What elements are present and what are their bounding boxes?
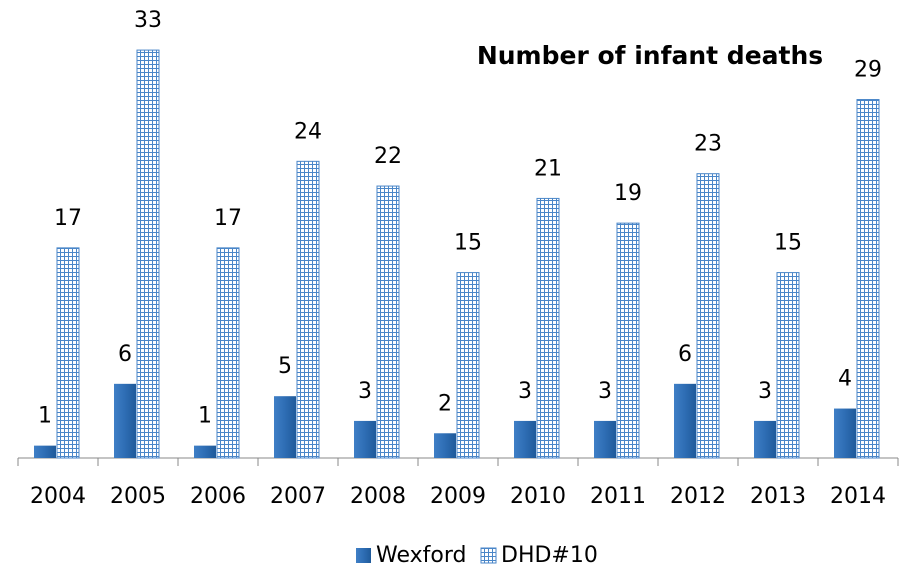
bar <box>536 197 560 459</box>
legend-swatch <box>480 547 497 564</box>
data-label: 1 <box>38 404 52 429</box>
data-label: 19 <box>614 181 642 206</box>
bar <box>674 383 696 458</box>
bar <box>194 445 216 458</box>
bar <box>136 49 160 459</box>
legend-swatch <box>356 548 371 563</box>
bar <box>514 420 536 458</box>
bar <box>856 99 880 459</box>
data-label: 15 <box>774 231 802 256</box>
x-tick-label: 2013 <box>750 484 806 509</box>
data-label: 33 <box>134 8 162 33</box>
data-label: 6 <box>118 342 132 367</box>
bar <box>456 272 480 459</box>
data-label: 2 <box>438 391 452 416</box>
chart-title: Number of infant deaths <box>477 41 823 70</box>
bar <box>216 247 240 459</box>
bar <box>594 420 616 458</box>
bar <box>114 383 136 458</box>
data-label: 21 <box>534 156 562 181</box>
bar <box>56 247 80 459</box>
bar <box>616 222 640 459</box>
x-tick-label: 2004 <box>30 484 86 509</box>
x-tick-label: 2008 <box>350 484 406 509</box>
data-label: 23 <box>694 132 722 157</box>
bar <box>376 185 400 459</box>
x-tick-label: 2009 <box>430 484 486 509</box>
legend-label: DHD#10 <box>501 543 598 568</box>
data-label: 5 <box>278 354 292 379</box>
data-label: 24 <box>294 119 322 144</box>
x-tick-label: 2014 <box>830 484 886 509</box>
x-tick-label: 2006 <box>190 484 246 509</box>
bar <box>274 396 296 458</box>
x-tick-label: 2010 <box>510 484 566 509</box>
bar <box>354 420 376 458</box>
bar <box>434 433 456 458</box>
bar <box>296 160 320 459</box>
data-label: 1 <box>198 404 212 429</box>
data-label: 3 <box>358 379 372 404</box>
bar <box>696 173 720 459</box>
legend-label: Wexford <box>376 543 466 568</box>
x-tick-label: 2005 <box>110 484 166 509</box>
x-tick-label: 2011 <box>590 484 646 509</box>
data-label: 3 <box>758 379 772 404</box>
bar <box>834 408 856 458</box>
data-label: 22 <box>374 144 402 169</box>
data-label: 3 <box>598 379 612 404</box>
data-label: 4 <box>838 367 852 392</box>
bar <box>34 445 56 458</box>
bar <box>754 420 776 458</box>
x-tick-label: 2012 <box>670 484 726 509</box>
data-label: 15 <box>454 231 482 256</box>
bar <box>776 272 800 459</box>
data-label: 29 <box>854 58 882 83</box>
data-label: 17 <box>214 206 242 231</box>
data-label: 17 <box>54 206 82 231</box>
data-label: 3 <box>518 379 532 404</box>
x-tick-label: 2007 <box>270 484 326 509</box>
data-label: 6 <box>678 342 692 367</box>
